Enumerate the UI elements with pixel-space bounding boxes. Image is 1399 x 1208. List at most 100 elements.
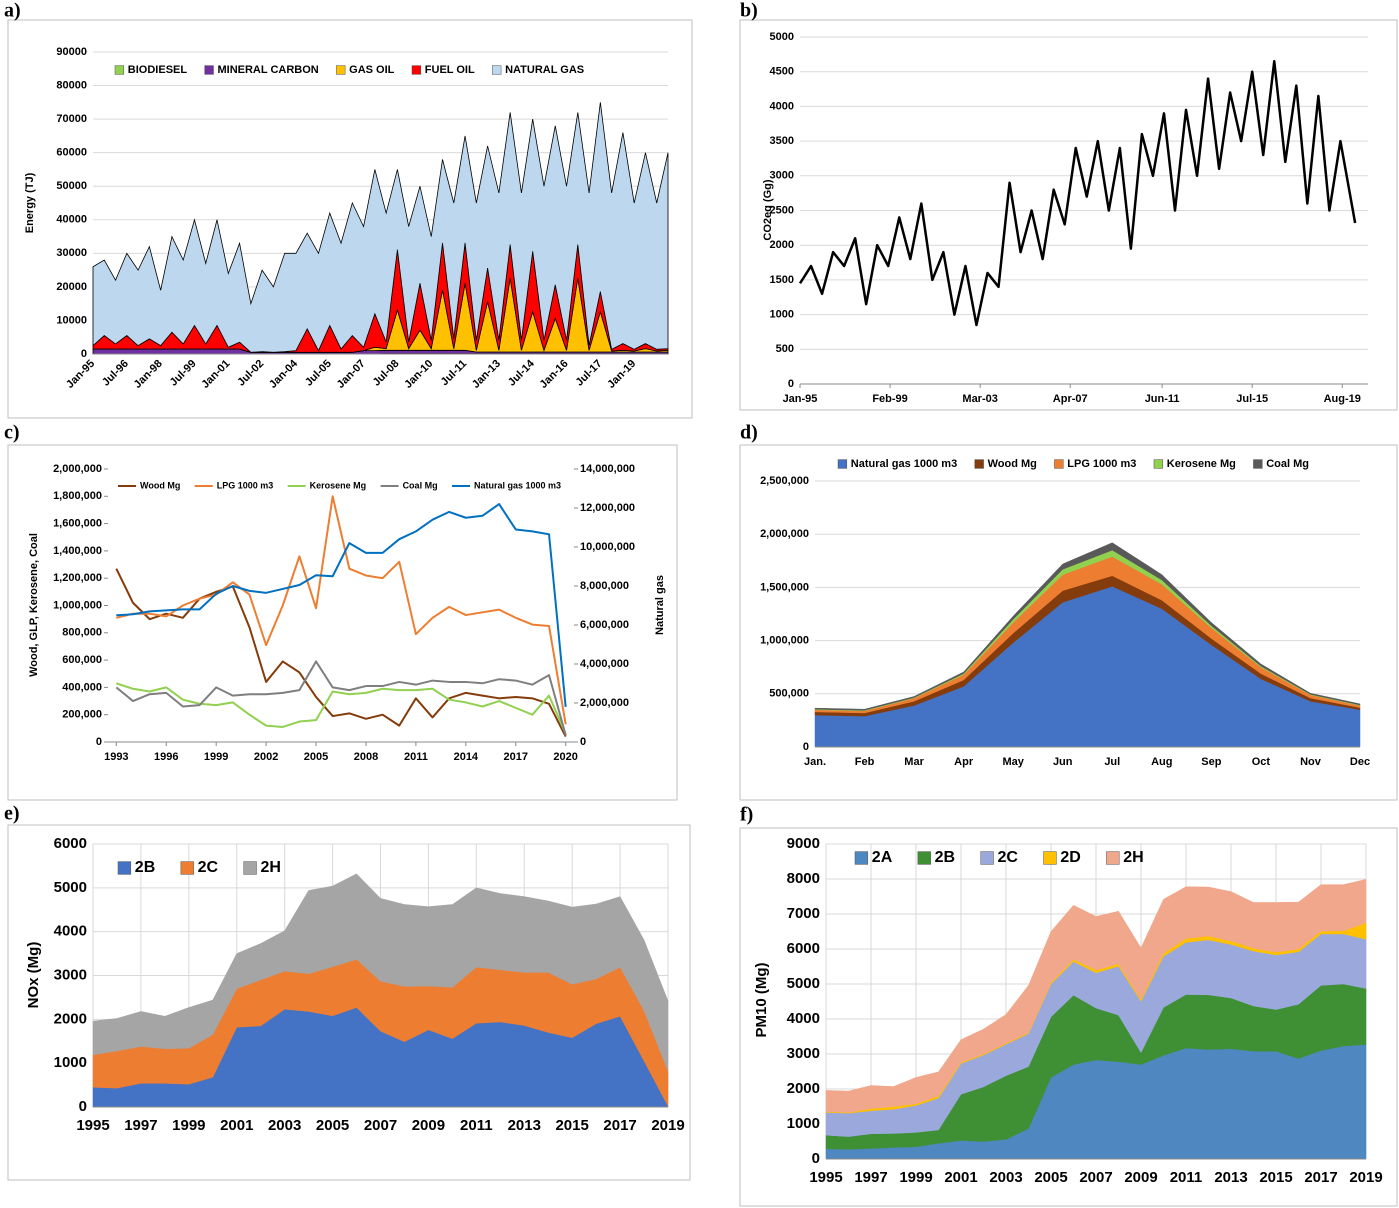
x-tick-label: 1999: [899, 1169, 932, 1186]
panel-frame: [7, 824, 691, 1181]
legend-label: Kerosene Mg: [310, 480, 367, 490]
panel-frame: [739, 19, 1398, 411]
line: [116, 682, 567, 735]
y-tick-label: 3000: [54, 966, 87, 983]
legend-label: LPG 1000 m3: [1067, 458, 1136, 470]
y-tick-label: 4000: [787, 1010, 820, 1027]
legend-swatch: [980, 851, 994, 865]
y-tick-label: 1000: [770, 309, 794, 321]
panel-label: b): [740, 0, 758, 22]
legend-label: 2B: [935, 849, 955, 866]
x-tick-label: Jul-15: [1236, 393, 1268, 405]
y-tick-label: 1000: [54, 1054, 87, 1071]
panel-frame: [739, 444, 1398, 801]
y-tick-label: 2000: [787, 1080, 820, 1097]
x-tick-label: 2017: [504, 751, 528, 763]
y-tick-label: 5000: [54, 879, 87, 896]
legend-label: Wood Mg: [988, 458, 1037, 470]
x-tick-label: 2002: [254, 751, 278, 763]
y-tick-label: 70000: [56, 113, 87, 125]
x-tick-label: 2001: [220, 1117, 253, 1134]
y-tick-label: 40000: [56, 214, 87, 226]
x-tick-label: 2011: [1170, 1169, 1203, 1186]
x-tick-label: 2007: [1079, 1169, 1112, 1186]
x-tick-label: Jul: [1104, 756, 1120, 768]
x-tick-label: Jul-17: [574, 358, 605, 389]
y2-tick-label: 10,000,000: [580, 541, 635, 553]
panel-label: e): [4, 803, 20, 825]
x-tick-label: 2017: [1304, 1169, 1337, 1186]
y-tick-label: 3000: [770, 170, 794, 182]
x-tick-label: Jan-01: [199, 358, 232, 391]
y2-tick-label: 2,000,000: [580, 697, 629, 709]
x-tick-label: 1996: [154, 751, 178, 763]
x-tick-label: 1995: [76, 1117, 109, 1134]
x-tick-label: May: [1002, 756, 1024, 768]
x-tick-label: Sep: [1201, 756, 1221, 768]
legend-swatch: [1054, 459, 1064, 469]
y-tick-label: 200,000: [62, 709, 102, 721]
y-tick-label: 5000: [787, 975, 820, 992]
x-tick-label: Jan-07: [335, 358, 368, 391]
y-tick-label: 7000: [787, 905, 820, 922]
x-tick-label: Jul-08: [371, 358, 402, 389]
y-tick-label: 20000: [56, 281, 87, 293]
x-tick-label: Mar: [904, 756, 924, 768]
x-tick-label: Jan-95: [783, 393, 818, 405]
legend-swatch: [117, 861, 132, 875]
legend-label: 2A: [872, 849, 893, 866]
x-tick-label: Jul-11: [439, 358, 470, 389]
y-tick-label: 4500: [770, 66, 794, 78]
x-tick-label: Jul-14: [506, 357, 538, 389]
panel-label: f): [740, 804, 753, 826]
legend-label: Natural gas 1000 m3: [474, 480, 561, 490]
x-tick-label: Jan-04: [267, 357, 301, 391]
y-tick-label: 2,000,000: [53, 463, 102, 475]
area: [814, 542, 1361, 711]
y-tick-label: 2,000,000: [760, 528, 809, 540]
x-tick-label: Jan.: [804, 756, 826, 768]
legend-label: 2D: [1060, 849, 1080, 866]
x-tick-label: 2020: [553, 751, 577, 763]
y-tick-label: 400,000: [62, 681, 102, 693]
y-tick-label: 1,000,000: [53, 599, 102, 611]
x-tick-label: Jul-02: [235, 358, 266, 389]
y-tick-label: 3000: [787, 1045, 820, 1062]
legend-label: 2C: [998, 849, 1019, 866]
legend-swatch: [837, 459, 848, 469]
y-tick-label: 50000: [56, 180, 87, 192]
x-tick-label: 2014: [454, 751, 479, 763]
x-tick-label: Dec: [1350, 756, 1370, 768]
legend-swatch: [180, 861, 194, 875]
x-tick-label: Aug-19: [1324, 393, 1361, 405]
y-tick-label: 0: [788, 378, 794, 390]
x-tick-label: 2007: [364, 1117, 397, 1134]
y-tick-label: 0: [812, 1150, 820, 1167]
legend-label: 2C: [198, 859, 219, 876]
x-tick-label: Jan-19: [605, 358, 638, 391]
x-tick-label: 2005: [1034, 1169, 1067, 1186]
y-tick-label: 8000: [787, 870, 820, 887]
panel-label: d): [740, 422, 758, 444]
area: [92, 102, 669, 353]
y-tick-label: 1,000,000: [760, 635, 809, 647]
x-tick-label: Jan-95: [64, 358, 97, 391]
y-tick-label: 0: [79, 1098, 87, 1115]
y-tick-label: 6000: [54, 835, 87, 852]
legend-swatch: [1153, 459, 1164, 469]
y-tick-label: 4000: [54, 923, 87, 940]
x-tick-label: Apr-07: [1053, 393, 1088, 405]
y2-tick-label: 0: [580, 736, 586, 748]
x-tick-label: Jan-13: [470, 358, 503, 391]
y-tick-label: 1000: [787, 1115, 820, 1132]
legend-swatch: [917, 851, 931, 865]
y2-tick-label: 8,000,000: [580, 580, 629, 592]
y-tick-label: 500,000: [769, 688, 809, 700]
y-tick-label: 500: [776, 343, 794, 355]
legend-swatch: [1253, 459, 1263, 469]
legend-label: Coal Mg: [403, 480, 438, 490]
legend-swatch: [336, 65, 346, 75]
x-tick-label: Feb-99: [872, 393, 907, 405]
legend-label: 2H: [261, 859, 281, 876]
x-tick-label: 2003: [268, 1117, 301, 1134]
